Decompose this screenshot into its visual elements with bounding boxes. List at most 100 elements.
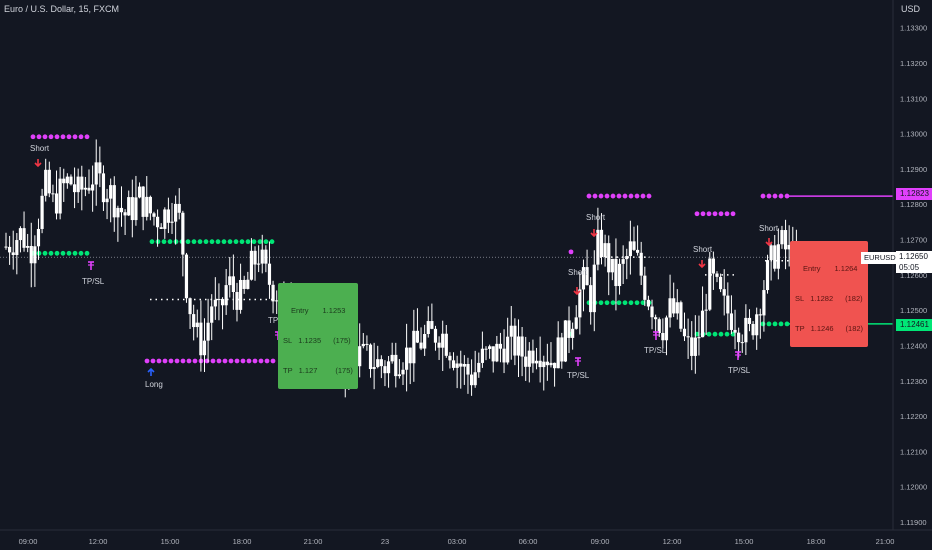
candle-body (91, 184, 95, 191)
short-signal-label-4: Short (693, 245, 713, 254)
currency-label[interactable]: USD (900, 4, 920, 14)
long-sl-dots (174, 358, 180, 364)
y-tick-label: 1.13000 (900, 130, 927, 139)
candle-body (625, 256, 629, 260)
candle-body (599, 229, 604, 258)
candle-body (787, 244, 791, 250)
short-tp-dots (54, 250, 60, 256)
candle-body (747, 317, 752, 324)
candle-body (711, 258, 715, 274)
short-tp-dots-4 (778, 321, 784, 327)
candle-body (773, 245, 777, 269)
short-entry-dots (78, 134, 84, 140)
candle-body (80, 176, 84, 190)
candle-body (181, 212, 185, 255)
short-entry-dots-4 (760, 193, 766, 199)
long-sl-dots (156, 358, 162, 364)
long-tp-dots (227, 239, 233, 245)
price-axis[interactable]: 1.13300 1.13200 1.13100 1.13000 1.12900 1.128… (900, 24, 927, 527)
short-trade-info-box: Entry 1.1264 SL 1.1282 (182) TP 1.1246 (182) (790, 241, 869, 347)
candle-body (397, 374, 401, 377)
candle-body (455, 363, 459, 368)
long-tp-dots (251, 239, 257, 245)
candle-body (462, 363, 466, 367)
candle-body (130, 197, 134, 221)
candle-body (220, 299, 225, 306)
short-tp-dots-4 (772, 321, 778, 327)
long-tp-dots (215, 239, 221, 245)
x-tick-label: 09:00 (591, 537, 610, 546)
candle-body (228, 276, 232, 286)
candle-body (509, 325, 513, 337)
candle-body (473, 372, 477, 386)
candle-body (408, 347, 412, 364)
symbol-title[interactable]: Euro / U.S. Dollar, 15, FXCM (4, 4, 120, 14)
short-signal-label-5: Short (759, 224, 779, 233)
candle-body (632, 241, 636, 250)
candle-body (83, 187, 87, 190)
candle-body (15, 240, 19, 256)
long-sl-dots (228, 358, 234, 364)
candle-body (224, 285, 228, 306)
short-tp-dots (72, 250, 78, 256)
short-entry-dots (72, 134, 78, 140)
y-tick-label: 1.12400 (900, 341, 927, 350)
sl-value: 1.1235 (298, 336, 322, 345)
long-signal-label: Long (145, 380, 163, 389)
candle-body (159, 227, 163, 229)
candle-body (51, 193, 55, 195)
long-tp-dots (239, 239, 245, 245)
candle-body (145, 196, 149, 217)
tp-label: TP (795, 324, 805, 333)
short-tp-dots-4 (760, 321, 766, 327)
candle-body (148, 196, 152, 214)
short-entry-dots-2 (622, 193, 628, 199)
candle-body (451, 360, 456, 368)
short-entry-dots-2 (646, 193, 652, 199)
short-tp-dots (66, 250, 72, 256)
candle-body (668, 298, 672, 318)
long-tp-dots (233, 239, 239, 245)
time-axis[interactable]: 09:00 12:00 15:00 18:00 21:00 23 03:00 06:00 09:… (19, 537, 895, 546)
candle-body (744, 317, 748, 343)
candle-body (170, 221, 174, 223)
short-entry-dots-2 (628, 193, 634, 199)
candle-body (105, 198, 109, 203)
long-tp-dots (257, 239, 263, 245)
sl-value: 1.1282 (810, 294, 834, 303)
short-entry-dots-3 (724, 211, 730, 217)
candle-body (271, 284, 275, 302)
candle-body (682, 328, 687, 337)
short-entry-dots-3 (706, 211, 712, 217)
tp-label: TP (283, 366, 293, 375)
candle-body (480, 348, 484, 363)
y-tick-label: 1.12000 (900, 483, 927, 492)
candle-body (700, 310, 705, 338)
candle-body (257, 263, 261, 265)
long-sl-dots (168, 358, 174, 364)
x-tick-label: 21:00 (876, 537, 895, 546)
candle-body (715, 273, 719, 277)
candle-body (365, 343, 369, 345)
candle-body (477, 362, 481, 373)
x-tick-label: 18:00 (233, 537, 252, 546)
candle-body (58, 178, 62, 214)
short-entry-dots (48, 134, 54, 140)
candle-body (54, 193, 59, 214)
candle-body (116, 207, 120, 218)
candle-body (444, 333, 448, 356)
y-tick-label: 1.11900 (900, 518, 927, 527)
candle-body (758, 314, 762, 316)
candle-body (415, 330, 420, 343)
sl-label: SL (283, 336, 293, 345)
long-tp-dots (245, 239, 251, 245)
y-tick-label: 1.12900 (900, 165, 927, 174)
entry-value: 1.1253 (322, 306, 346, 315)
long-tp-dots (185, 239, 191, 245)
entry-dot (568, 249, 574, 255)
short-tp-dots (84, 250, 90, 256)
long-trade-info-box: Entry 1.1253 SL 1.1235 (175) TP 1.127 (175) (278, 283, 358, 389)
candle-body (690, 337, 694, 356)
sl-points: (175) (333, 336, 351, 345)
